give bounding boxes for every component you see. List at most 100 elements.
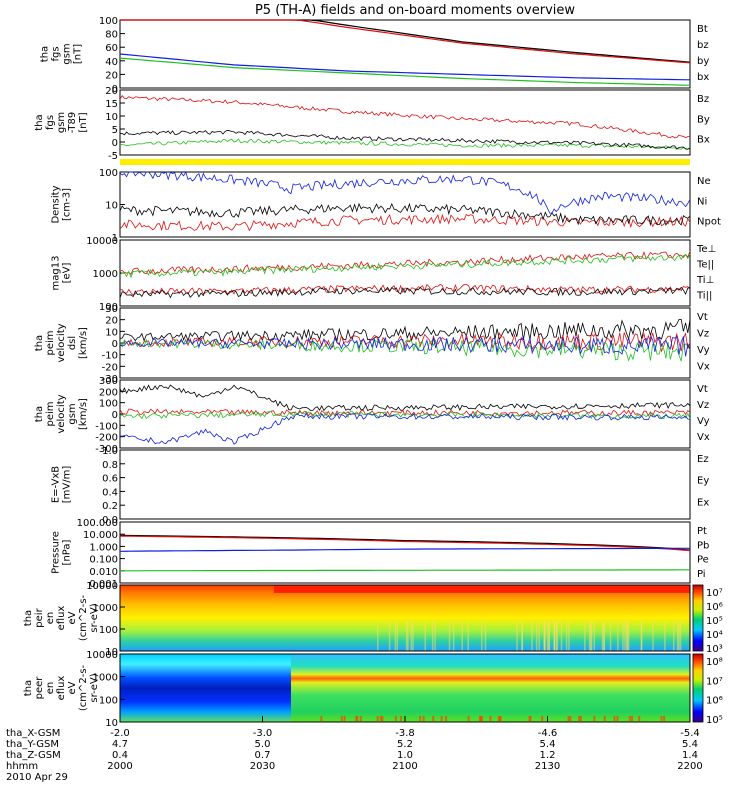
peir-streak bbox=[555, 621, 558, 651]
peer-spectrogram-early bbox=[120, 654, 291, 722]
y-tick-label: 0.2 bbox=[102, 501, 118, 512]
y-tick-label: 15 bbox=[105, 99, 118, 110]
peer-streak bbox=[355, 716, 358, 721]
legend-entry: Vz bbox=[697, 329, 709, 340]
panel-frame bbox=[119, 521, 691, 584]
legend-entry: Npot bbox=[697, 217, 721, 228]
y-axis-label: peim bbox=[45, 401, 56, 426]
y-tick-label: 0.001 bbox=[89, 579, 118, 590]
panel-frame bbox=[119, 171, 691, 238]
footer-row-label: tha_Z-GSM bbox=[6, 750, 61, 761]
y-tick-label: -5 bbox=[108, 151, 118, 162]
y-tick-label: 20 bbox=[105, 70, 118, 81]
peir-streak bbox=[467, 621, 469, 651]
footer-value: 2200 bbox=[677, 761, 702, 772]
peer-streak bbox=[541, 716, 544, 721]
series-bx bbox=[119, 53, 691, 81]
peir-streak bbox=[679, 621, 682, 651]
series-Vz bbox=[119, 408, 691, 417]
peir-streak bbox=[531, 621, 533, 651]
y-axis-label: dsl bbox=[67, 336, 78, 350]
colorbar-tick: 10³ bbox=[706, 644, 723, 655]
series-Vx bbox=[119, 335, 691, 357]
footer-value: -5.4 bbox=[680, 728, 700, 739]
y-axis-label: tha bbox=[23, 610, 34, 626]
legend-entry: Vz bbox=[697, 400, 709, 411]
peer-streak bbox=[613, 716, 616, 721]
footer-value: 5.0 bbox=[255, 739, 271, 750]
y-tick-label: -300 bbox=[95, 444, 118, 455]
y-tick-label: 10 bbox=[105, 112, 118, 123]
series-Bx bbox=[119, 129, 691, 150]
footer-value: 2030 bbox=[250, 761, 275, 772]
footer-value: 2130 bbox=[535, 761, 560, 772]
peer-streak bbox=[567, 716, 570, 721]
legend-entry: Bt bbox=[697, 24, 708, 35]
peer-streak bbox=[320, 716, 323, 721]
peer-streak bbox=[603, 716, 606, 721]
y-tick-label: 0.010 bbox=[89, 567, 118, 578]
y-tick-label: 40 bbox=[105, 57, 118, 68]
y-tick-label: 5 bbox=[112, 125, 118, 136]
y-axis-label: fgs bbox=[51, 46, 62, 61]
y-axis-label: velocity bbox=[56, 394, 67, 433]
footer-value: 5.4 bbox=[682, 739, 698, 750]
peer-streak bbox=[340, 716, 343, 721]
y-tick-label: -20 bbox=[102, 362, 118, 373]
peer-streak bbox=[432, 716, 435, 721]
panel-density: 100 10 1 Density [cm-3] Ne Ni Npot bbox=[51, 168, 721, 244]
y-axis-label: E=-VxB bbox=[51, 466, 62, 503]
legend-entry: Ti⊥ bbox=[696, 275, 714, 286]
y-tick-label: 0.4 bbox=[102, 487, 118, 498]
footer-value: 1.0 bbox=[397, 750, 413, 761]
peir-streak bbox=[626, 621, 629, 651]
y-tick-label: -100 bbox=[95, 421, 118, 432]
legend-entry: Vt bbox=[697, 384, 708, 395]
y-axis-label: en bbox=[45, 612, 56, 625]
series-Pb bbox=[119, 535, 691, 552]
peir-streak bbox=[548, 621, 551, 651]
y-tick-label: 1000 bbox=[93, 603, 118, 614]
legend-entry: Bz bbox=[697, 94, 709, 105]
peer-streak bbox=[628, 716, 631, 721]
peir-streak bbox=[521, 621, 524, 651]
panel-frame bbox=[119, 239, 691, 307]
colorbar-tick: 10⁴ bbox=[706, 630, 723, 641]
y-tick-label: 80 bbox=[105, 30, 118, 41]
footer-value: 5.4 bbox=[540, 739, 556, 750]
legend-entry: Pi bbox=[697, 569, 706, 580]
y-tick-label: 100 bbox=[99, 302, 118, 313]
series-bz bbox=[120, 19, 691, 64]
peir-streak bbox=[565, 621, 568, 651]
peer-streak bbox=[422, 716, 425, 721]
legend-entry: Ey bbox=[697, 476, 709, 487]
peir-streak bbox=[625, 621, 628, 651]
peir-streak bbox=[553, 621, 556, 651]
series-by bbox=[119, 57, 691, 86]
panel-frame bbox=[119, 449, 691, 520]
y-axis-label: en bbox=[45, 682, 56, 695]
peer-spectrogram-late bbox=[291, 654, 690, 722]
y-axis-label: velocity bbox=[56, 323, 67, 362]
peer-streak bbox=[663, 716, 666, 721]
peir-streak bbox=[461, 621, 463, 651]
peir-streak bbox=[588, 621, 591, 651]
y-axis-label: sr-eV) bbox=[89, 673, 100, 702]
legend-entry: Ti|| bbox=[696, 291, 712, 302]
y-tick-label: -30 bbox=[102, 374, 118, 385]
y-tick-label: 300 bbox=[99, 376, 118, 387]
footer-row-label: tha_X-GSM bbox=[6, 728, 60, 739]
peer-streak bbox=[616, 716, 619, 721]
y-axis-label: peer bbox=[34, 676, 45, 700]
series-Pe bbox=[120, 569, 690, 572]
peir-streak bbox=[484, 621, 487, 651]
peir-streak bbox=[584, 621, 586, 651]
y-axis-label: [nT] bbox=[78, 112, 89, 132]
legend-entry: Vy bbox=[697, 345, 710, 356]
y-tick-label: 100.000 bbox=[77, 518, 118, 529]
y-axis-label: tha bbox=[34, 114, 45, 130]
series-Pi bbox=[119, 547, 690, 552]
peer-streak bbox=[631, 716, 634, 721]
legend-entry: Te|| bbox=[696, 260, 714, 271]
